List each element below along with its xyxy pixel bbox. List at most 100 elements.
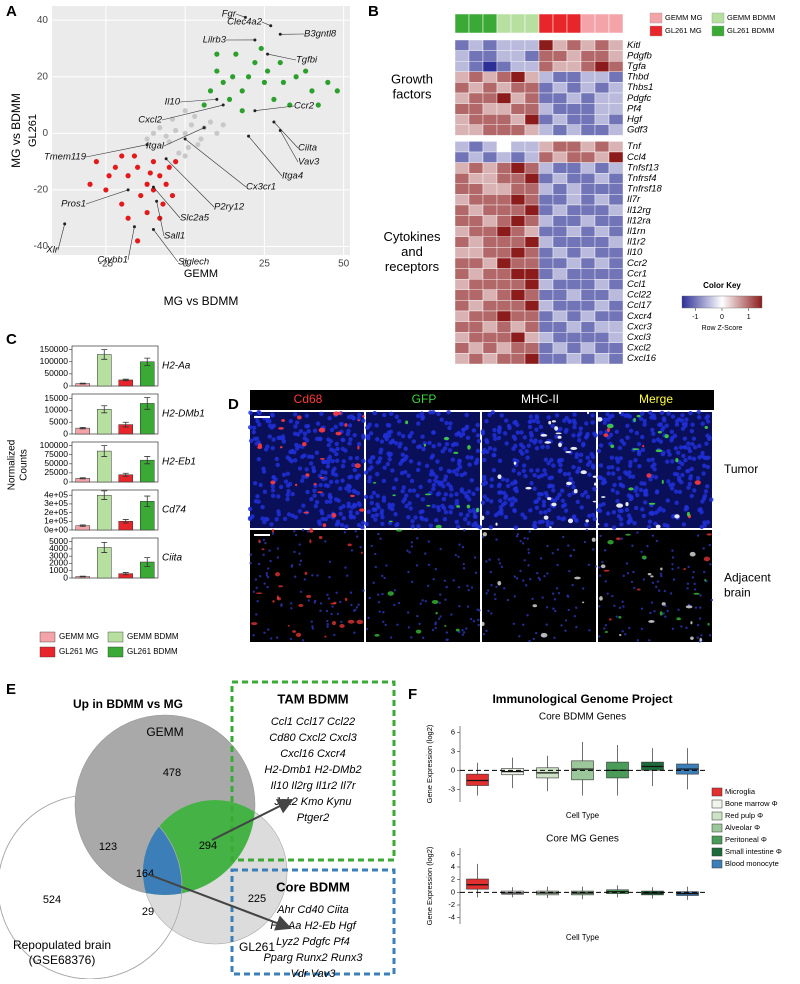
nucleus <box>632 521 636 525</box>
heat-cell <box>469 226 483 237</box>
gene-label: H2-DMb1 <box>162 409 205 420</box>
nucleus <box>373 517 377 521</box>
point <box>221 122 226 127</box>
nucleus <box>467 497 471 501</box>
nucleus <box>518 635 520 637</box>
nucleus <box>557 548 559 550</box>
nucleus <box>392 486 396 490</box>
legend-label: GEMM MG <box>665 13 703 22</box>
nucleus <box>567 472 571 476</box>
nucleus <box>599 575 601 577</box>
nucleus <box>304 578 306 580</box>
heat-cell <box>511 300 525 311</box>
heat-cell <box>539 322 553 333</box>
x-axis-label: Cell Type <box>566 933 600 942</box>
stained-cell <box>565 451 571 453</box>
nucleus <box>431 410 435 414</box>
heat-cell <box>497 82 511 93</box>
panel-letter: A <box>6 3 17 20</box>
heat-cell <box>469 93 483 104</box>
nucleus <box>252 426 256 430</box>
nucleus <box>453 579 455 581</box>
stained-cell <box>356 620 363 624</box>
nucleus <box>386 451 390 455</box>
heat-cell <box>539 40 553 51</box>
heat-cell <box>525 322 539 333</box>
gene-point <box>184 137 187 140</box>
nucleus <box>379 538 381 540</box>
nucleus <box>515 423 519 427</box>
nucleus <box>416 537 418 539</box>
nucleus <box>711 599 713 601</box>
nucleus <box>379 447 383 451</box>
nucleus <box>550 475 554 479</box>
row-label: Gdf3 <box>627 125 648 136</box>
nucleus <box>522 624 524 626</box>
gene-label: Slc2a5 <box>180 213 210 224</box>
y-axis-label: Gene Expression (log2) <box>425 846 434 925</box>
nucleus <box>444 599 446 601</box>
nucleus <box>498 499 502 503</box>
nucleus <box>618 446 622 450</box>
nucleus <box>543 575 545 577</box>
nucleus <box>334 452 338 456</box>
nucleus <box>546 445 550 449</box>
stained-cell <box>339 411 342 415</box>
stained-cell <box>388 591 394 596</box>
nucleus <box>287 512 291 516</box>
heat-cell <box>511 163 525 174</box>
heat-cell <box>483 205 497 216</box>
nucleus <box>384 624 386 626</box>
heat-cell <box>497 173 511 184</box>
stained-cell <box>690 552 696 557</box>
nucleus <box>586 529 588 531</box>
nucleus <box>463 563 465 565</box>
nucleus <box>540 519 544 523</box>
gene-point <box>203 126 206 129</box>
nucleus <box>484 419 488 423</box>
heat-cell <box>483 237 497 248</box>
nucleus <box>357 604 359 606</box>
heat-cell <box>553 237 567 248</box>
nucleus <box>390 468 394 472</box>
stained-cell <box>599 596 603 601</box>
heat-cell <box>595 114 609 125</box>
nucleus <box>599 431 603 435</box>
nucleus <box>347 475 351 479</box>
point <box>265 68 270 73</box>
nucleus <box>622 630 624 632</box>
nucleus <box>506 484 510 488</box>
point <box>195 142 200 147</box>
nucleus <box>248 507 252 511</box>
stained-cell <box>345 598 348 601</box>
nucleus <box>695 606 697 608</box>
nucleus <box>520 512 524 516</box>
heat-cell <box>553 247 567 258</box>
nucleus <box>579 426 583 430</box>
nucleus <box>662 612 664 614</box>
nucleus <box>561 499 565 503</box>
point <box>176 151 181 156</box>
heat-cell <box>595 51 609 62</box>
nucleus <box>367 510 371 514</box>
nucleus <box>514 525 518 529</box>
stained-cell <box>592 538 596 542</box>
stained-cell <box>551 503 556 507</box>
nucleus <box>492 453 496 457</box>
nucleus <box>324 483 328 487</box>
nucleus <box>624 633 626 635</box>
nucleus <box>665 460 669 464</box>
heat-cell <box>567 332 581 343</box>
heat-cell <box>539 141 553 152</box>
nucleus <box>560 624 562 626</box>
nucleus <box>619 522 623 526</box>
heat-cell <box>553 300 567 311</box>
nucleus <box>547 508 551 512</box>
nucleus <box>697 415 701 419</box>
heat-cell <box>553 322 567 333</box>
nucleus <box>564 430 568 434</box>
heat-cell <box>497 51 511 62</box>
nucleus <box>374 553 376 555</box>
nucleus <box>262 520 266 524</box>
legend-label: GL261 MG <box>665 26 702 35</box>
